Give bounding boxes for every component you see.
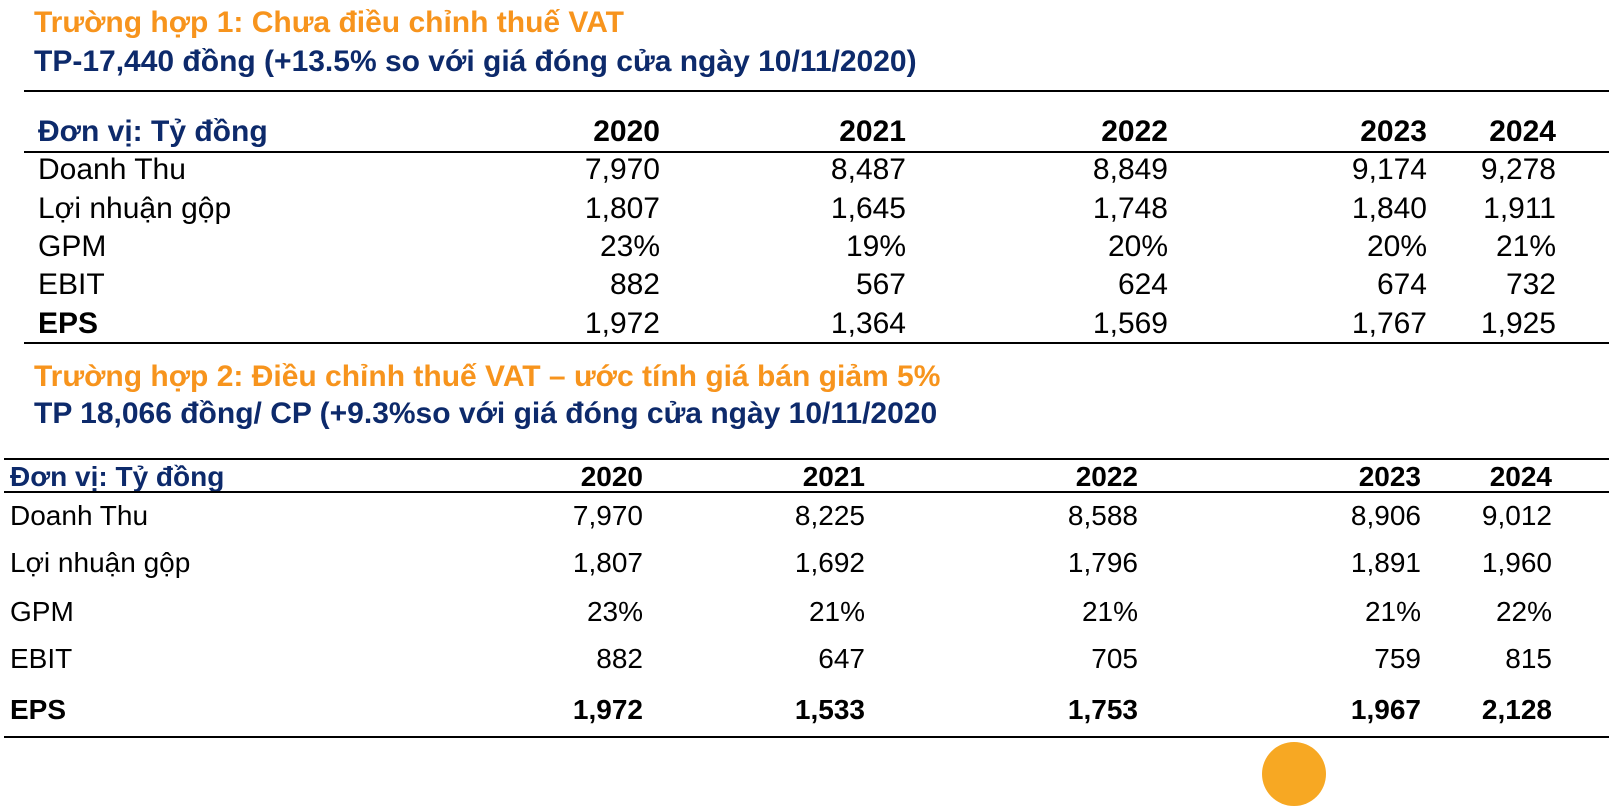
case2-cell: 8,588 [1067,500,1138,531]
case1-title: Trường hợp 1: Chưa điều chỉnh thuế VAT [34,6,624,39]
case2-cell: 9,012 [1481,500,1552,531]
case2-cell: 21% [1081,596,1138,627]
case2-cell: 882 [596,643,643,674]
case1-row-label: GPM [38,230,107,263]
case1-cell: 624 [1117,268,1168,301]
case2-top-rule [4,458,1609,460]
case1-cell: 21% [1495,230,1556,263]
case1-cell: 19% [845,230,906,263]
case1-cell: 1,748 [1092,192,1168,225]
case2-cell: 2,128 [1481,694,1552,725]
case2-cell: 1,753 [1067,694,1138,725]
case2-cell: 647 [818,643,865,674]
case1-row-label: Doanh Thu [38,153,186,186]
case1-row-label: EPS [38,307,99,340]
case2-cell: 23% [586,596,643,627]
case1-year-header: 2024 [1489,115,1556,148]
case2-row-label: EPS [10,694,67,725]
case2-year-header: 2020 [580,461,643,492]
orange-circle-decoration [1262,742,1326,806]
case2-cell: 1,692 [794,547,865,578]
case1-cell: 1,645 [830,192,906,225]
case2-cell: 8,225 [794,500,865,531]
case2-cell: 21% [1364,596,1421,627]
case1-bottom-rule [24,342,1609,344]
case2-cell: 1,891 [1350,547,1421,578]
case1-cell: 567 [855,268,906,301]
case2-header-rule [4,491,1609,493]
case1-cell: 7,970 [584,153,660,186]
case1-cell: 20% [1107,230,1168,263]
case2-cell: 8,906 [1350,500,1421,531]
case1-cell: 882 [609,268,660,301]
case2-cell: 21% [808,596,865,627]
case1-cell: 23% [599,230,660,263]
case1-year-header: 2022 [1101,115,1168,148]
case2-year-header: 2021 [802,461,865,492]
case2-subtitle: TP 18,066 đồng/ CP (+9.3%so với giá đóng… [34,397,938,430]
case2-row-label: EBIT [10,643,73,674]
case1-cell: 1,925 [1480,307,1556,340]
case1-year-header: 2020 [593,115,660,148]
case2-cell: 22% [1495,596,1552,627]
case2-cell: 815 [1505,643,1552,674]
case1-cell: 8,487 [830,153,906,186]
case2-cell: 1,967 [1350,694,1421,725]
case1-cell: 9,278 [1480,153,1556,186]
case2-row-label: GPM [10,596,74,627]
case2-cell: 7,970 [572,500,643,531]
case1-unit-label: Đơn vị: Tỷ đồng [38,115,268,148]
case1-cell: 1,569 [1092,307,1168,340]
case1-cell: 1,840 [1351,192,1427,225]
case1-cell: 732 [1505,268,1556,301]
case2-cell: 1,533 [794,694,865,725]
case2-year-header: 2024 [1489,461,1552,492]
case1-cell: 9,174 [1351,153,1427,186]
case2-cell: 1,807 [572,547,643,578]
case1-cell: 1,972 [584,307,660,340]
case1-cell: 8,849 [1092,153,1168,186]
case1-cell: 674 [1376,268,1427,301]
case1-year-header: 2023 [1360,115,1427,148]
case2-cell: 1,796 [1067,547,1138,578]
case2-bottom-rule [4,736,1609,738]
case2-row-label: Lợi nhuận gộp [10,547,191,578]
case2-cell: 1,960 [1481,547,1552,578]
case1-cell: 1,767 [1351,307,1427,340]
case1-row-label: Lợi nhuận gộp [38,192,232,225]
case1-header-rule [24,151,1609,153]
case1-cell: 1,911 [1483,192,1556,225]
case2-cell: 759 [1374,643,1421,674]
case2-cell: 1,972 [572,694,643,725]
case1-top-rule [24,90,1609,92]
case1-cell: 20% [1366,230,1427,263]
case1-subtitle: TP-17,440 đồng (+13.5% so với giá đóng c… [34,45,917,78]
case2-year-header: 2022 [1075,461,1138,492]
case1-year-header: 2021 [839,115,906,148]
case2-row-label: Doanh Thu [10,500,149,531]
case2-unit-label: Đơn vị: Tỷ đồng [10,461,225,492]
case1-cell: 1,807 [584,192,660,225]
case2-cell: 705 [1091,643,1138,674]
case2-year-header: 2023 [1358,461,1421,492]
case1-row-label: EBIT [38,268,105,301]
case1-cell: 1,364 [830,307,906,340]
case2-title: Trường hợp 2: Điều chỉnh thuế VAT – ước … [34,360,941,393]
